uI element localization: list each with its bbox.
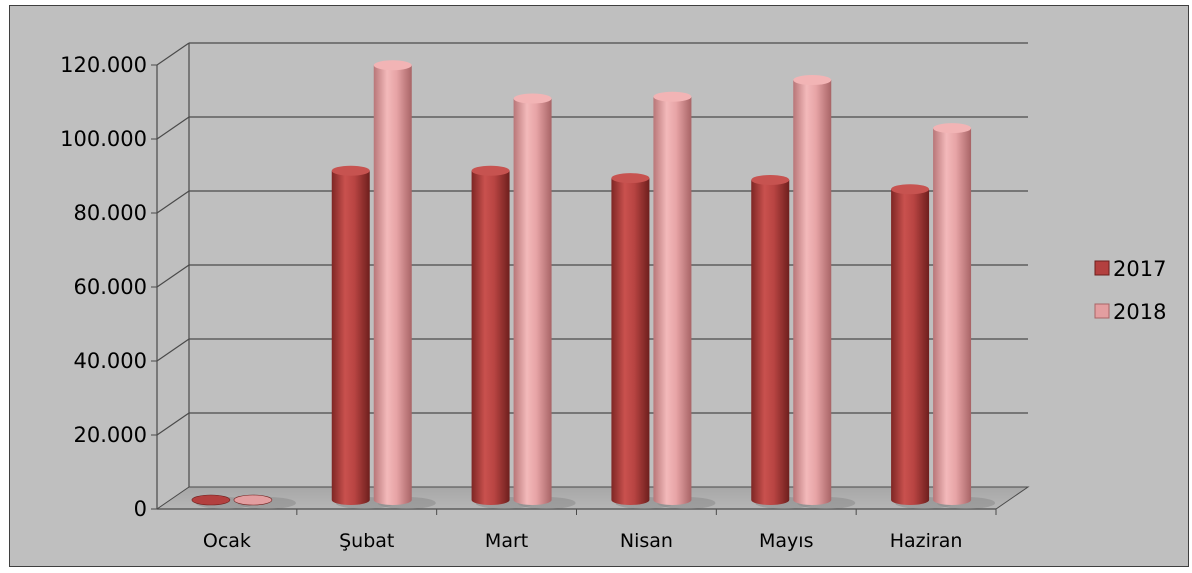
bar-top-2018-Mayıs — [793, 75, 832, 86]
bar-top-2017-Nisan — [611, 173, 650, 184]
bar-2018-Mayıs — [793, 80, 832, 506]
bar-2017-Ocak — [191, 494, 231, 506]
bar-top-2018-Mart — [513, 93, 552, 104]
chart-area — [9, 5, 1189, 567]
bar-2018-Ocak — [233, 494, 273, 506]
x-tick-label: Mart — [485, 530, 528, 552]
x-tick-label: Nisan — [620, 530, 673, 552]
bar-top-2018-Haziran — [933, 123, 972, 134]
bar-top-2018-Şubat — [373, 60, 412, 71]
bar-top-2017-Mayıs — [751, 174, 790, 185]
bar-2018-Şubat — [373, 65, 412, 505]
bar-2018-Haziran — [933, 128, 972, 505]
gridline-side — [156, 42, 190, 66]
legend-swatch-2018 — [1094, 303, 1110, 319]
gridline-side — [156, 264, 190, 288]
legend-swatch-2017 — [1094, 260, 1110, 276]
gridline-side — [156, 190, 190, 214]
x-tick-label: Şubat — [339, 530, 394, 552]
gridline-side — [156, 116, 190, 140]
y-axis-ticks: 0 20.000 40.000 60.000 80.000 100.000 120.000 — [60, 53, 147, 521]
bars — [191, 60, 972, 506]
y-tick-label: 60.000 — [74, 275, 147, 299]
y-tick-label: 0 — [134, 497, 147, 521]
gridlines — [156, 42, 1028, 436]
legend-label-2018: 2018 — [1113, 300, 1166, 324]
bar-2018-Nisan — [653, 96, 692, 505]
x-tick-label: Mayıs — [759, 530, 813, 552]
bar-2017-Nisan — [611, 178, 650, 505]
bar-top-2017-Şubat — [331, 165, 370, 176]
x-tick-label: Ocak — [203, 530, 251, 552]
y-tick-label: 80.000 — [74, 201, 147, 225]
legend: 2017 2018 — [1094, 257, 1166, 324]
bar-2018-Mart — [513, 98, 552, 506]
bar-top-2017-Haziran — [891, 184, 930, 195]
bar-2017-Mayıs — [751, 179, 790, 505]
y-tick-label: 120.000 — [60, 53, 147, 77]
gridline-side — [156, 338, 190, 362]
x-axis-labels: Ocak Şubat Mart Nisan Mayıs Haziran — [203, 530, 963, 552]
legend-label-2017: 2017 — [1113, 257, 1166, 281]
bar-2017-Mart — [471, 170, 510, 505]
gridline-side — [156, 412, 190, 436]
bar-2017-Haziran — [891, 189, 930, 505]
bar-top-2018-Nisan — [653, 91, 692, 102]
x-tick-label: Haziran — [890, 530, 963, 552]
bar-top-2017-Mart — [471, 165, 510, 176]
y-tick-label: 20.000 — [74, 423, 147, 447]
bar-2017-Şubat — [331, 170, 370, 505]
y-tick-label: 40.000 — [74, 349, 147, 373]
y-tick-label: 100.000 — [60, 127, 147, 151]
